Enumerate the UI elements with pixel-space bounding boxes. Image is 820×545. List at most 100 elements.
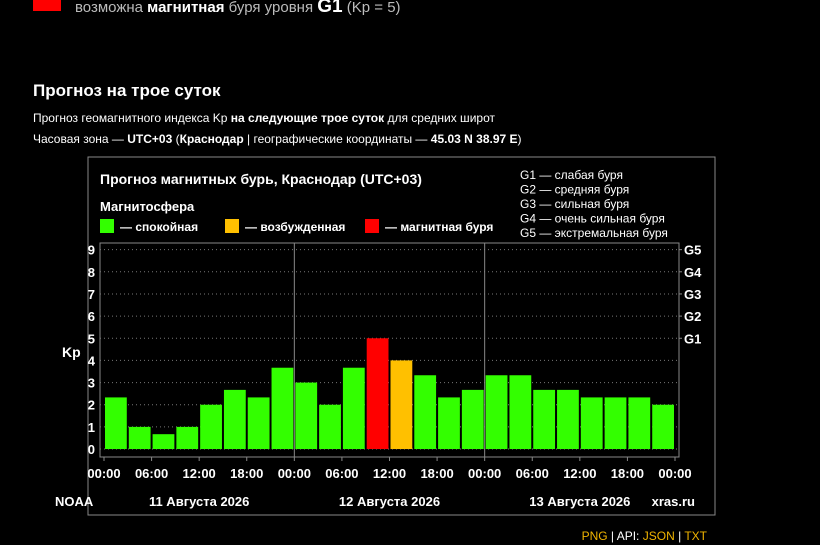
link[interactable]: JSON	[643, 529, 675, 543]
chart-title: Прогноз магнитных бурь, Краснодар (UTC+0…	[100, 171, 422, 187]
bar	[247, 397, 270, 450]
bar	[176, 426, 199, 450]
g-legend-item: G2 — средняя буря	[520, 183, 629, 197]
x-tick-label: 00:00	[468, 466, 501, 481]
separator: | API:	[608, 529, 643, 543]
desc-text: Прогноз геомагнитного индекса Kp	[33, 111, 231, 125]
alert-text: (Kp = 5)	[343, 0, 401, 16]
y-tick-label: 6	[88, 309, 95, 324]
alert-text: буря уровня	[224, 0, 317, 16]
x-tick-label: 12:00	[563, 466, 596, 481]
y-tick-label: 8	[88, 265, 95, 280]
link[interactable]: TXT	[684, 529, 707, 543]
alert-text: возможна	[75, 0, 147, 16]
x-tick-label: 12:00	[373, 466, 406, 481]
desc-text: Краснодар	[180, 132, 244, 146]
x-tick-label: 06:00	[325, 466, 358, 481]
g-legend-item: G4 — очень сильная буря	[520, 212, 665, 226]
desc-text: на следующие трое суток	[231, 111, 385, 125]
x-tick-label: 00:00	[658, 466, 691, 481]
bar	[105, 397, 127, 450]
bar	[652, 404, 674, 450]
day-label: 12 Августа 2026	[339, 494, 440, 509]
legend-swatch	[225, 219, 239, 233]
separator: |	[675, 529, 685, 543]
description: Часовая зона — UTC+03 (Краснодар | геогр…	[33, 132, 522, 146]
alert-level: G1	[317, 0, 343, 17]
links: PNG | API: JSON | TXT	[582, 529, 708, 543]
bar	[604, 397, 627, 450]
bar	[414, 375, 437, 450]
x-tick-label: 00:00	[278, 466, 311, 481]
x-tick-label: 18:00	[420, 466, 453, 481]
bar	[390, 360, 413, 450]
y-tick-label: 7	[88, 287, 95, 302]
desc-text: Часовая зона —	[33, 132, 127, 146]
legend-label: — возбужденная	[245, 220, 345, 234]
legend-swatch	[100, 219, 114, 233]
legend-label: — спокойная	[120, 220, 198, 234]
y-tick-label: 5	[88, 331, 95, 346]
x-tick-label: 06:00	[135, 466, 168, 481]
g-legend-item: G1 — слабая буря	[520, 168, 623, 182]
legend-title: Магнитосфера	[100, 199, 195, 214]
bar	[152, 434, 175, 450]
x-tick-label: 18:00	[611, 466, 644, 481]
y2-tick-label: G5	[684, 243, 701, 258]
desc-text: )	[518, 132, 522, 146]
y-tick-label: 3	[88, 376, 95, 391]
alert: возможна магнитная буря уровня G1 (Kp = …	[75, 0, 401, 17]
y-tick-label: 9	[88, 243, 95, 258]
bar	[628, 397, 651, 450]
bar	[128, 426, 151, 450]
bar	[461, 389, 484, 450]
y-tick-label: 0	[88, 442, 95, 457]
desc-text: | географические координаты —	[244, 132, 431, 146]
bar	[200, 404, 222, 450]
section-title: Прогноз на трое суток	[33, 81, 221, 100]
bar	[580, 397, 603, 450]
y-tick-label: 2	[88, 398, 95, 413]
y2-tick-label: G4	[684, 265, 702, 280]
chart-frame	[87, 156, 716, 516]
x-tick-label: 12:00	[183, 466, 216, 481]
x-tick-label: 06:00	[516, 466, 549, 481]
alert-text: магнитная	[147, 0, 224, 16]
description: Прогноз геомагнитного индекса Kp на след…	[33, 111, 495, 125]
bar	[342, 367, 365, 450]
desc-text: (	[172, 132, 179, 146]
bar	[223, 389, 246, 450]
y2-tick-label: G1	[684, 331, 701, 346]
bar	[295, 382, 318, 450]
day-label: 11 Августа 2026	[149, 494, 249, 509]
bar	[271, 367, 294, 450]
g-legend-item: G5 — экстремальная буря	[520, 226, 668, 240]
site: xras.ru	[652, 494, 695, 509]
legend-swatch	[365, 219, 379, 233]
bar	[557, 389, 579, 450]
bar	[485, 375, 508, 450]
desc-text: для средних широт	[384, 111, 495, 125]
desc-text: 45.03 N 38.97 E	[431, 132, 518, 146]
y2-tick-label: G2	[684, 309, 701, 324]
bar	[366, 338, 389, 450]
x-tick-label: 00:00	[87, 466, 120, 481]
x-tick-label: 18:00	[230, 466, 263, 481]
desc-text: UTC+03	[127, 132, 172, 146]
y2-tick-label: G3	[684, 287, 701, 302]
link[interactable]: PNG	[582, 529, 608, 543]
day-label: 13 Августа 2026	[529, 494, 630, 509]
bar	[509, 375, 532, 450]
y-tick-label: 1	[88, 420, 95, 435]
legend-label: — магнитная буря	[385, 220, 493, 234]
y-tick-label: 4	[88, 353, 96, 368]
y-axis-label: Kp	[62, 344, 81, 360]
bar	[438, 397, 460, 450]
alert-icon	[33, 0, 61, 11]
bar	[533, 389, 556, 450]
g-legend-item: G3 — сильная буря	[520, 197, 629, 211]
source: NOAA	[55, 494, 94, 509]
bar	[319, 404, 341, 450]
